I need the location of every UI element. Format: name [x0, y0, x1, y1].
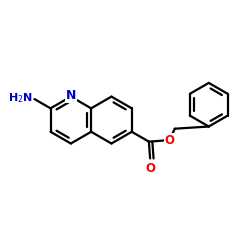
Text: O: O — [146, 162, 156, 175]
Text: H$_2$N: H$_2$N — [8, 92, 32, 106]
Text: O: O — [165, 134, 175, 147]
Text: N: N — [66, 89, 76, 102]
